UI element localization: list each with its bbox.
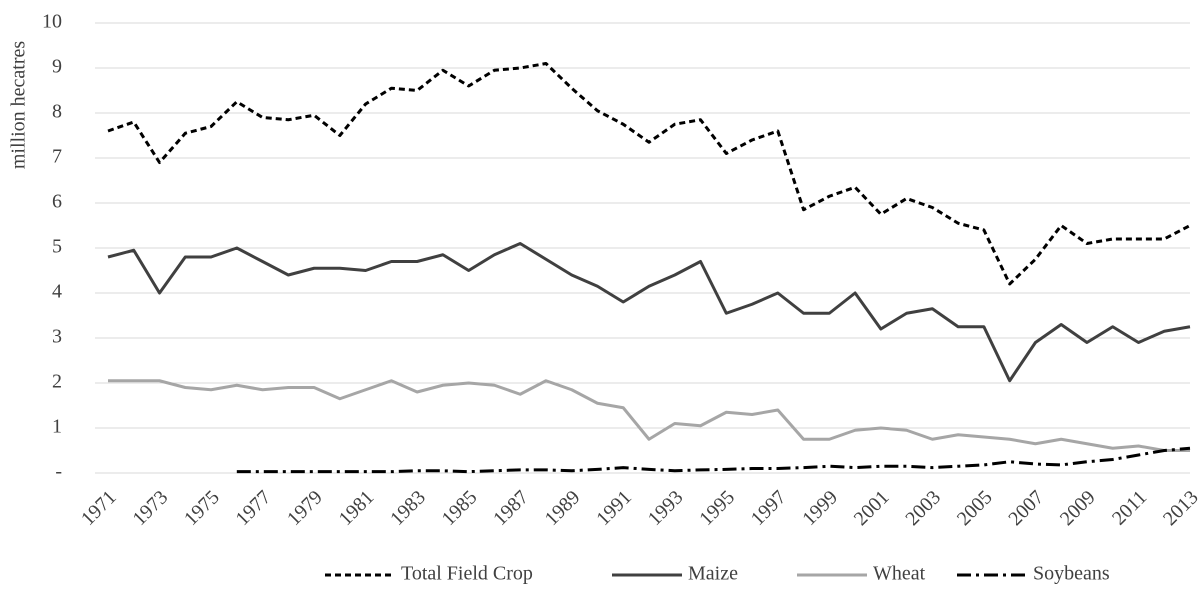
y-tick-label: 5 (52, 236, 62, 258)
x-tick-label: 1975 (180, 486, 224, 530)
x-tick-label: 1989 (541, 486, 585, 530)
x-tick-label: 2011 (1108, 486, 1151, 529)
y-tick-label: 7 (52, 146, 62, 168)
x-tick-label: 2013 (1159, 486, 1198, 530)
x-tick-label: 1993 (644, 486, 688, 530)
y-tick-label: 9 (52, 56, 62, 78)
y-tick-label: 8 (52, 101, 62, 123)
y-tick-label: 6 (52, 191, 62, 213)
x-tick-label: 1979 (283, 486, 327, 530)
x-tick-label: 1999 (798, 486, 842, 530)
x-tick-label: 2005 (953, 486, 997, 530)
x-tick-label: 1983 (386, 486, 430, 530)
y-tick-label: - (55, 461, 62, 483)
x-tick-label: 1973 (128, 486, 172, 530)
x-tick-label: 2009 (1056, 486, 1100, 530)
y-tick-label: 3 (52, 326, 62, 348)
y-tick-label: 2 (52, 371, 62, 393)
legend-label: Wheat (873, 563, 926, 585)
legend-label: Total Field Crop (401, 563, 533, 585)
series-line (107, 62, 1191, 286)
series-line (107, 242, 1191, 383)
legend-label: Soybeans (1033, 563, 1110, 585)
x-tick-label: 1977 (232, 486, 276, 530)
x-tick-label: 1981 (335, 486, 379, 530)
x-tick-label: 2007 (1004, 486, 1048, 530)
x-tick-label: 2003 (901, 486, 945, 530)
x-tick-label: 1991 (592, 486, 636, 530)
y-tick-label: 1 (52, 416, 62, 438)
x-tick-label: 2001 (850, 486, 894, 530)
y-tick-label: 10 (42, 11, 62, 33)
x-tick-label: 1985 (438, 486, 482, 530)
y-tick-label: 4 (52, 281, 62, 303)
series-line (108, 379, 1190, 452)
x-tick-label: 1971 (77, 486, 121, 530)
y-axis-label: million hecatres (8, 41, 30, 170)
series-line (236, 446, 1191, 474)
x-tick-label: 1987 (489, 486, 533, 530)
x-tick-label: 1997 (747, 486, 791, 530)
x-tick-label: 1995 (695, 486, 739, 530)
legend-label: Maize (688, 563, 738, 585)
